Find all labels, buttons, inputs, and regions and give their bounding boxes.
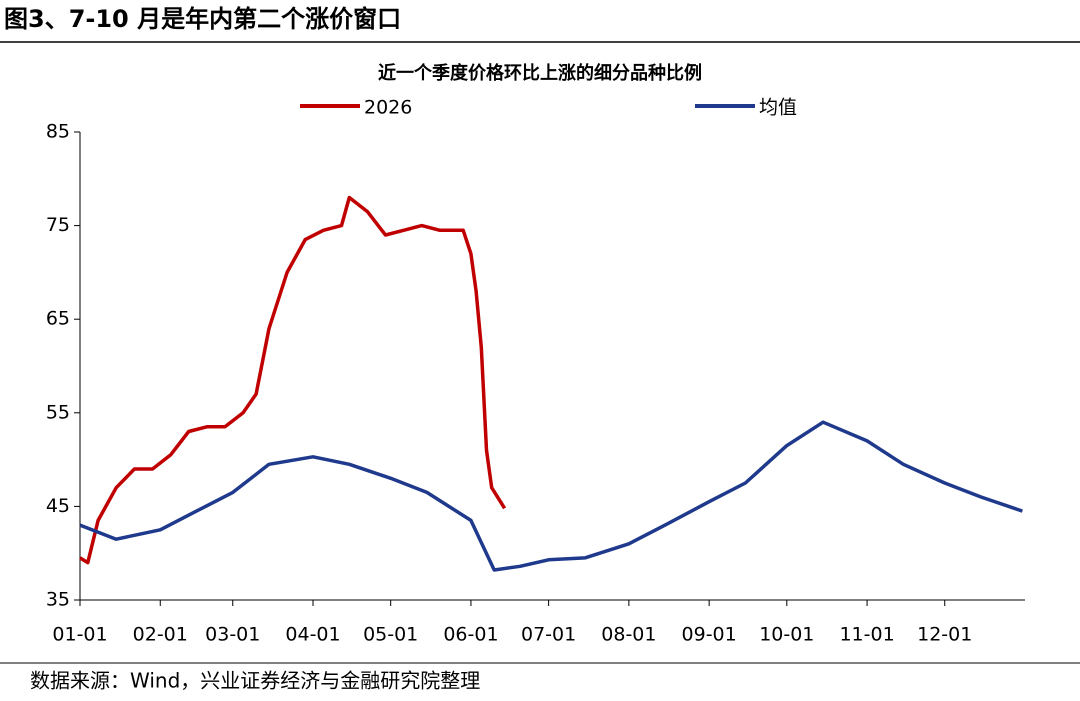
legend-label: 2026 — [364, 97, 412, 119]
x-tick-label: 01-01 — [52, 624, 107, 646]
x-tick-label: 05-01 — [363, 624, 418, 646]
y-tick-label: 35 — [46, 589, 70, 611]
source-note: 数据来源：Wind，兴业证券经济与金融研究院整理 — [30, 669, 480, 693]
x-tick-label: 03-01 — [205, 624, 260, 646]
y-tick-label: 75 — [46, 214, 70, 236]
x-tick-label: 06-01 — [443, 624, 498, 646]
x-tick-label: 12-01 — [917, 624, 972, 646]
y-tick-label: 85 — [46, 121, 70, 143]
x-tick-label: 10-01 — [759, 624, 814, 646]
y-tick-label: 65 — [46, 308, 70, 330]
legend-label: 均值 — [759, 97, 797, 119]
x-tick-label: 11-01 — [839, 624, 894, 646]
y-tick-label: 45 — [46, 495, 70, 517]
figure-title: 图3、7-10 月是年内第二个涨价窗口 — [4, 5, 401, 33]
y-tick-label: 55 — [46, 401, 70, 423]
series-line — [79, 195, 507, 565]
x-tick-label: 08-01 — [601, 624, 656, 646]
x-tick-label: 09-01 — [682, 624, 737, 646]
series-line — [79, 420, 1023, 572]
x-tick-label: 07-01 — [521, 624, 576, 646]
x-tick-label: 04-01 — [285, 624, 340, 646]
x-tick-label: 02-01 — [133, 624, 188, 646]
chart-title: 近一个季度价格环比上涨的细分品种比例 — [378, 62, 702, 84]
